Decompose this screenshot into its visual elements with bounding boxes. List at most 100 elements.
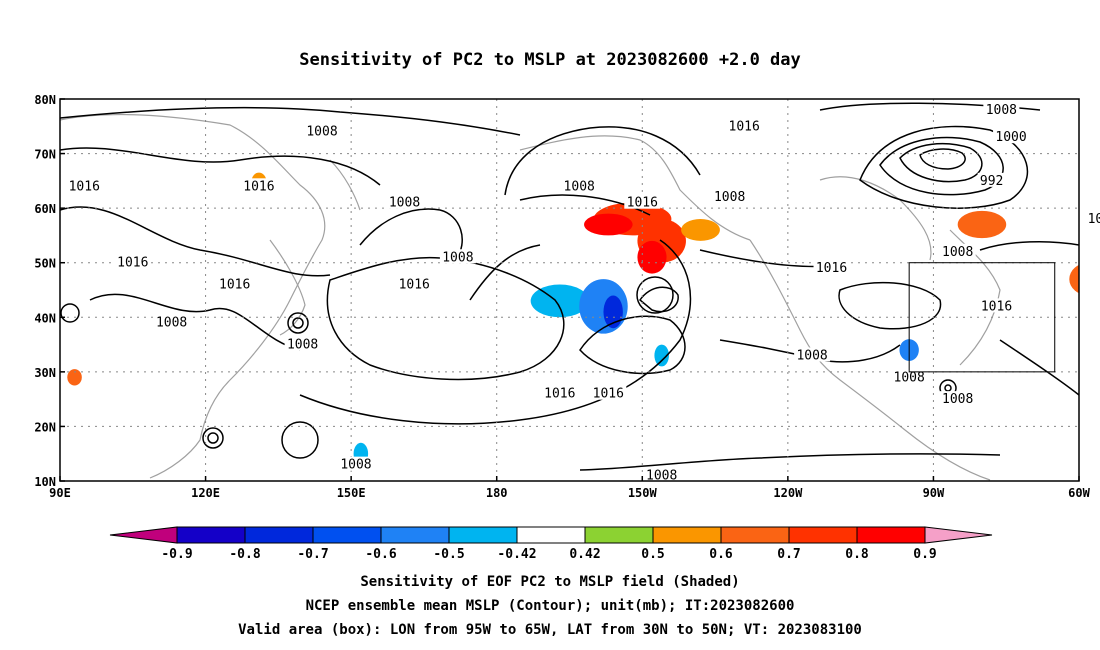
contour-label-bg	[284, 336, 321, 351]
sensitivity-shade	[584, 213, 633, 236]
colorbar-label: -0.42	[497, 547, 536, 562]
contour-label-bg	[590, 385, 627, 400]
contour-label-bg	[541, 385, 578, 400]
contour-label-bg	[396, 276, 433, 291]
contour-line	[919, 148, 966, 170]
colorbar-label: 0.6	[709, 547, 733, 562]
contour-line	[636, 276, 674, 314]
contour-label: 1016	[69, 179, 100, 194]
y-tick-label: 10N	[34, 475, 56, 489]
y-tick-label: 20N	[34, 420, 56, 434]
colorbar-swatch	[516, 526, 586, 544]
contour-label-bg	[978, 298, 1015, 313]
y-tick-label: 30N	[34, 366, 56, 380]
contour-label: 1016	[816, 261, 847, 276]
colorbar-extend-high	[924, 526, 993, 544]
contour-label: 1008	[306, 125, 337, 140]
contour-label: 1008	[942, 245, 973, 260]
x-tick-label: 120W	[773, 486, 803, 500]
colorbar-label: 0.7	[777, 547, 800, 562]
colorbar-label: -0.8	[229, 547, 260, 562]
contour-label: 1016	[243, 179, 274, 194]
colorbar-label: -0.6	[365, 547, 396, 562]
contour-line	[202, 427, 224, 449]
sensitivity-shade	[67, 369, 82, 386]
contour-line	[207, 432, 219, 444]
contour-label-bg	[1085, 211, 1100, 226]
caption-line-3: Valid area (box): LON from 95W to 65W, L…	[238, 622, 862, 638]
contour-label: 1008	[986, 103, 1017, 118]
valid-area-box	[908, 262, 1056, 373]
x-tick-label: 180	[486, 486, 508, 500]
contour-line	[519, 194, 651, 216]
sensitivity-shade	[1069, 264, 1079, 294]
caption-line-2: NCEP ensemble mean MSLP (Contour); unit(…	[305, 598, 795, 614]
colorbar-label: -0.5	[433, 547, 464, 562]
contour-label-bg	[304, 123, 341, 138]
colorbar-swatch	[720, 526, 790, 544]
contour-label: 1008	[714, 190, 745, 205]
contour-label-bg	[643, 467, 680, 482]
x-tick-label: 120E	[191, 486, 220, 500]
contour-label-bg	[891, 369, 928, 384]
contour-label-bg	[153, 314, 190, 329]
contour-label-bg	[624, 194, 661, 209]
contour-label-bg	[726, 118, 763, 133]
colorbar-swatch	[312, 526, 382, 544]
x-tick-label: 150W	[628, 486, 658, 500]
x-tick-label: 90W	[923, 486, 945, 500]
contour-label: 1016	[627, 196, 658, 211]
contour-line	[89, 293, 301, 351]
contour-line	[838, 281, 942, 330]
colorbar-label: 0.5	[641, 547, 664, 562]
contour-label: 1016	[117, 256, 148, 271]
contour-label-bg	[114, 254, 151, 269]
contour-label: 1008	[340, 458, 371, 473]
contour-label: 1016	[1088, 212, 1100, 227]
contour-label: 1008	[287, 338, 318, 353]
y-tick-label: 50N	[34, 257, 56, 271]
colorbar-label: 0.8	[845, 547, 869, 562]
contour-label-bg	[813, 260, 850, 275]
colorbar-swatch	[448, 526, 518, 544]
colorbar-swatch	[380, 526, 450, 544]
x-tick-label: 60W	[1068, 486, 1090, 500]
contour-line	[879, 136, 1004, 196]
coastline-alaska	[519, 135, 751, 241]
colorbar-swatch	[856, 526, 926, 544]
contour-label: 1016	[544, 387, 575, 402]
y-tick-label: 60N	[34, 202, 56, 216]
contour-label: 1008	[389, 196, 420, 211]
contour-label: 1000	[995, 130, 1026, 145]
contour-line	[579, 315, 686, 375]
contour-line	[60, 303, 80, 323]
colorbar-swatch	[788, 526, 858, 544]
contour-line	[299, 239, 692, 425]
y-tick-label: 80N	[34, 93, 56, 107]
contour-line	[60, 206, 331, 277]
contour-label: 1016	[981, 299, 1012, 314]
chart-title: Sensitivity of PC2 to MSLP at 2023082600…	[299, 50, 801, 70]
colorbar-label: 0.9	[913, 547, 936, 562]
contour-label-bg	[561, 178, 598, 193]
contour-label-bg	[977, 172, 1006, 187]
contour-line	[859, 125, 1029, 209]
sensitivity-shade	[957, 210, 1007, 239]
colorbar-swatch	[176, 526, 246, 544]
contour-line	[326, 256, 565, 381]
colorbar-label: 0.42	[569, 547, 600, 562]
contour-label: 1008	[646, 469, 677, 484]
contour-line	[504, 126, 701, 196]
contour-label-bg	[240, 178, 277, 193]
contour-label-bg	[993, 129, 1030, 144]
contour-line	[287, 312, 309, 334]
contour-line	[579, 453, 1001, 471]
contour-line	[899, 142, 983, 183]
coastline-north-america	[749, 239, 991, 481]
contour-label: 1016	[219, 278, 250, 293]
contour-label-bg	[939, 391, 976, 406]
contour-label-bg	[216, 276, 253, 291]
contour-label: 1016	[593, 387, 624, 402]
contour-line	[944, 384, 952, 392]
